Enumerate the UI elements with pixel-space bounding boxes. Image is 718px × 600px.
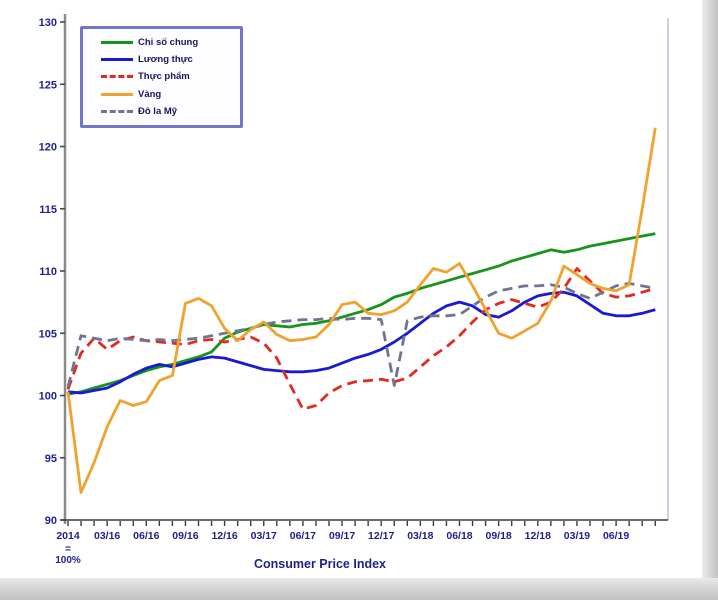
screenshot-right-edge — [702, 0, 718, 600]
x-axis-label: 03/19 — [564, 530, 590, 542]
series-line-gold — [66, 127, 657, 495]
series-line-foodstuff — [66, 267, 656, 411]
y-axis-label: 90 — [45, 515, 57, 527]
chart-legend: Chỉ số chung Lương thực Thực phẩm Vàng Đô la… — [80, 26, 243, 128]
legend-line-swatch-gold — [101, 92, 133, 96]
x-axis-label: 03/16 — [94, 530, 120, 542]
x-axis-label: 09/18 — [486, 530, 512, 542]
y-axis-label: 105 — [39, 328, 57, 340]
legend-label-usd: Đô la Mỹ — [138, 105, 178, 117]
y-axis-label: 100 — [39, 391, 57, 403]
x-axis-label: 06/19 — [603, 530, 629, 542]
series-line-usd — [66, 281, 656, 388]
x-axis-label: 12/18 — [525, 530, 551, 542]
series-line-overall-cpi — [67, 232, 656, 396]
y-axis-label: 120 — [39, 142, 57, 154]
base-note-equals: = — [65, 544, 71, 555]
x-axis-label: 09/17 — [329, 530, 355, 542]
x-axis-label: 06/17 — [290, 530, 316, 542]
y-axis-label: 95 — [45, 453, 57, 465]
legend-item-food-grains: Lương thực — [101, 54, 232, 65]
y-axis-label: 110 — [39, 266, 57, 278]
legend-label-gold: Vàng — [138, 88, 162, 100]
legend-item-overall-cpi: Chỉ số chung — [101, 37, 232, 48]
x-axis-label: 06/16 — [133, 530, 159, 542]
legend-item-gold: Vàng — [101, 89, 232, 100]
legend-line-swatch-usd — [101, 109, 133, 113]
x-axis-label: 2014 — [56, 530, 80, 542]
legend-item-foodstuff: Thực phẩm — [101, 71, 232, 82]
x-axis-label: 09/16 — [172, 530, 198, 542]
x-axis-label: 12/17 — [368, 530, 394, 542]
screenshot-bottom-edge — [0, 578, 718, 600]
legend-item-usd: Đô la Mỹ — [101, 106, 232, 117]
legend-line-swatch-foodstuff — [101, 75, 133, 79]
x-axis-label: 12/16 — [211, 530, 237, 542]
legend-label-foodstuff: Thực phẩm — [138, 71, 190, 83]
legend-label-overall-cpi: Chỉ số chung — [138, 37, 199, 49]
x-axis-label: 06/18 — [446, 530, 472, 542]
series-line-food-grains — [67, 290, 656, 395]
y-axis-label: 125 — [39, 79, 57, 91]
y-axis-label: 115 — [39, 204, 57, 216]
y-axis-label: 130 — [39, 17, 57, 29]
legend-label-food-grains: Lương thực — [138, 54, 193, 66]
x-axis-label: 03/18 — [407, 530, 433, 542]
base-note-value: 100% — [55, 555, 81, 566]
legend-line-swatch-food-grains — [101, 58, 133, 62]
chart-title: Consumer Price Index — [254, 557, 386, 571]
legend-line-swatch-overall-cpi — [101, 41, 133, 45]
x-axis-label: 03/17 — [251, 530, 277, 542]
base-index-note: = 100% — [48, 544, 88, 566]
